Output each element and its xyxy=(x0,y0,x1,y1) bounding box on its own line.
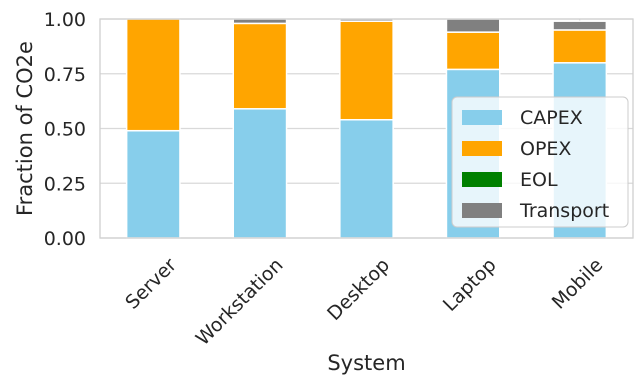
x-tick-label: Desktop xyxy=(323,254,394,325)
bar-transport-mobile xyxy=(552,20,608,31)
y-axis-title: Fraction of CO2e xyxy=(13,41,37,216)
bar-transport-workstation xyxy=(232,18,288,25)
legend-label-capex: CAPEX xyxy=(520,107,583,129)
legend-swatch-transport xyxy=(462,203,502,218)
plot-frame xyxy=(99,18,634,239)
y-tick-label: 0.50 xyxy=(44,119,86,141)
y-tick-label: 0.25 xyxy=(44,173,86,195)
legend-swatch-eol xyxy=(462,172,502,187)
legend: CAPEX OPEX EOL Transport xyxy=(451,96,629,228)
legend-label-transport: Transport xyxy=(519,200,609,222)
bar-opex-mobile xyxy=(552,29,608,64)
y-tick-label: 0.75 xyxy=(44,64,86,86)
legend-box xyxy=(451,96,629,228)
legend-swatch-capex xyxy=(462,110,502,125)
x-tick-label: Server xyxy=(121,254,181,314)
legend-label-opex: OPEX xyxy=(520,138,571,160)
x-axis-title: System xyxy=(327,351,405,375)
bar-opex-laptop xyxy=(445,31,501,71)
x-tick-label: Laptop xyxy=(439,254,501,316)
bar-opex-desktop xyxy=(339,20,394,121)
legend-label-eol: EOL xyxy=(520,169,558,191)
bar-capex-server xyxy=(125,129,181,239)
x-tick-labels: Server Workstation Desktop Laptop Mobile xyxy=(121,254,607,350)
x-tick-label: Mobile xyxy=(548,254,608,314)
bar-capex-workstation xyxy=(232,108,288,239)
bar-transport-laptop xyxy=(445,18,501,33)
x-tick-label: Workstation xyxy=(192,254,288,350)
y-tick-label: 0.00 xyxy=(44,228,86,250)
bar-opex-server xyxy=(125,18,181,132)
bar-capex-desktop xyxy=(339,118,394,239)
bar-opex-workstation xyxy=(232,22,288,110)
y-tick-label: 1.00 xyxy=(44,9,86,31)
frame-layer xyxy=(99,18,634,239)
legend-swatch-opex xyxy=(462,141,502,156)
y-tick-labels: 0.00 0.25 0.50 0.75 1.00 xyxy=(44,9,86,250)
